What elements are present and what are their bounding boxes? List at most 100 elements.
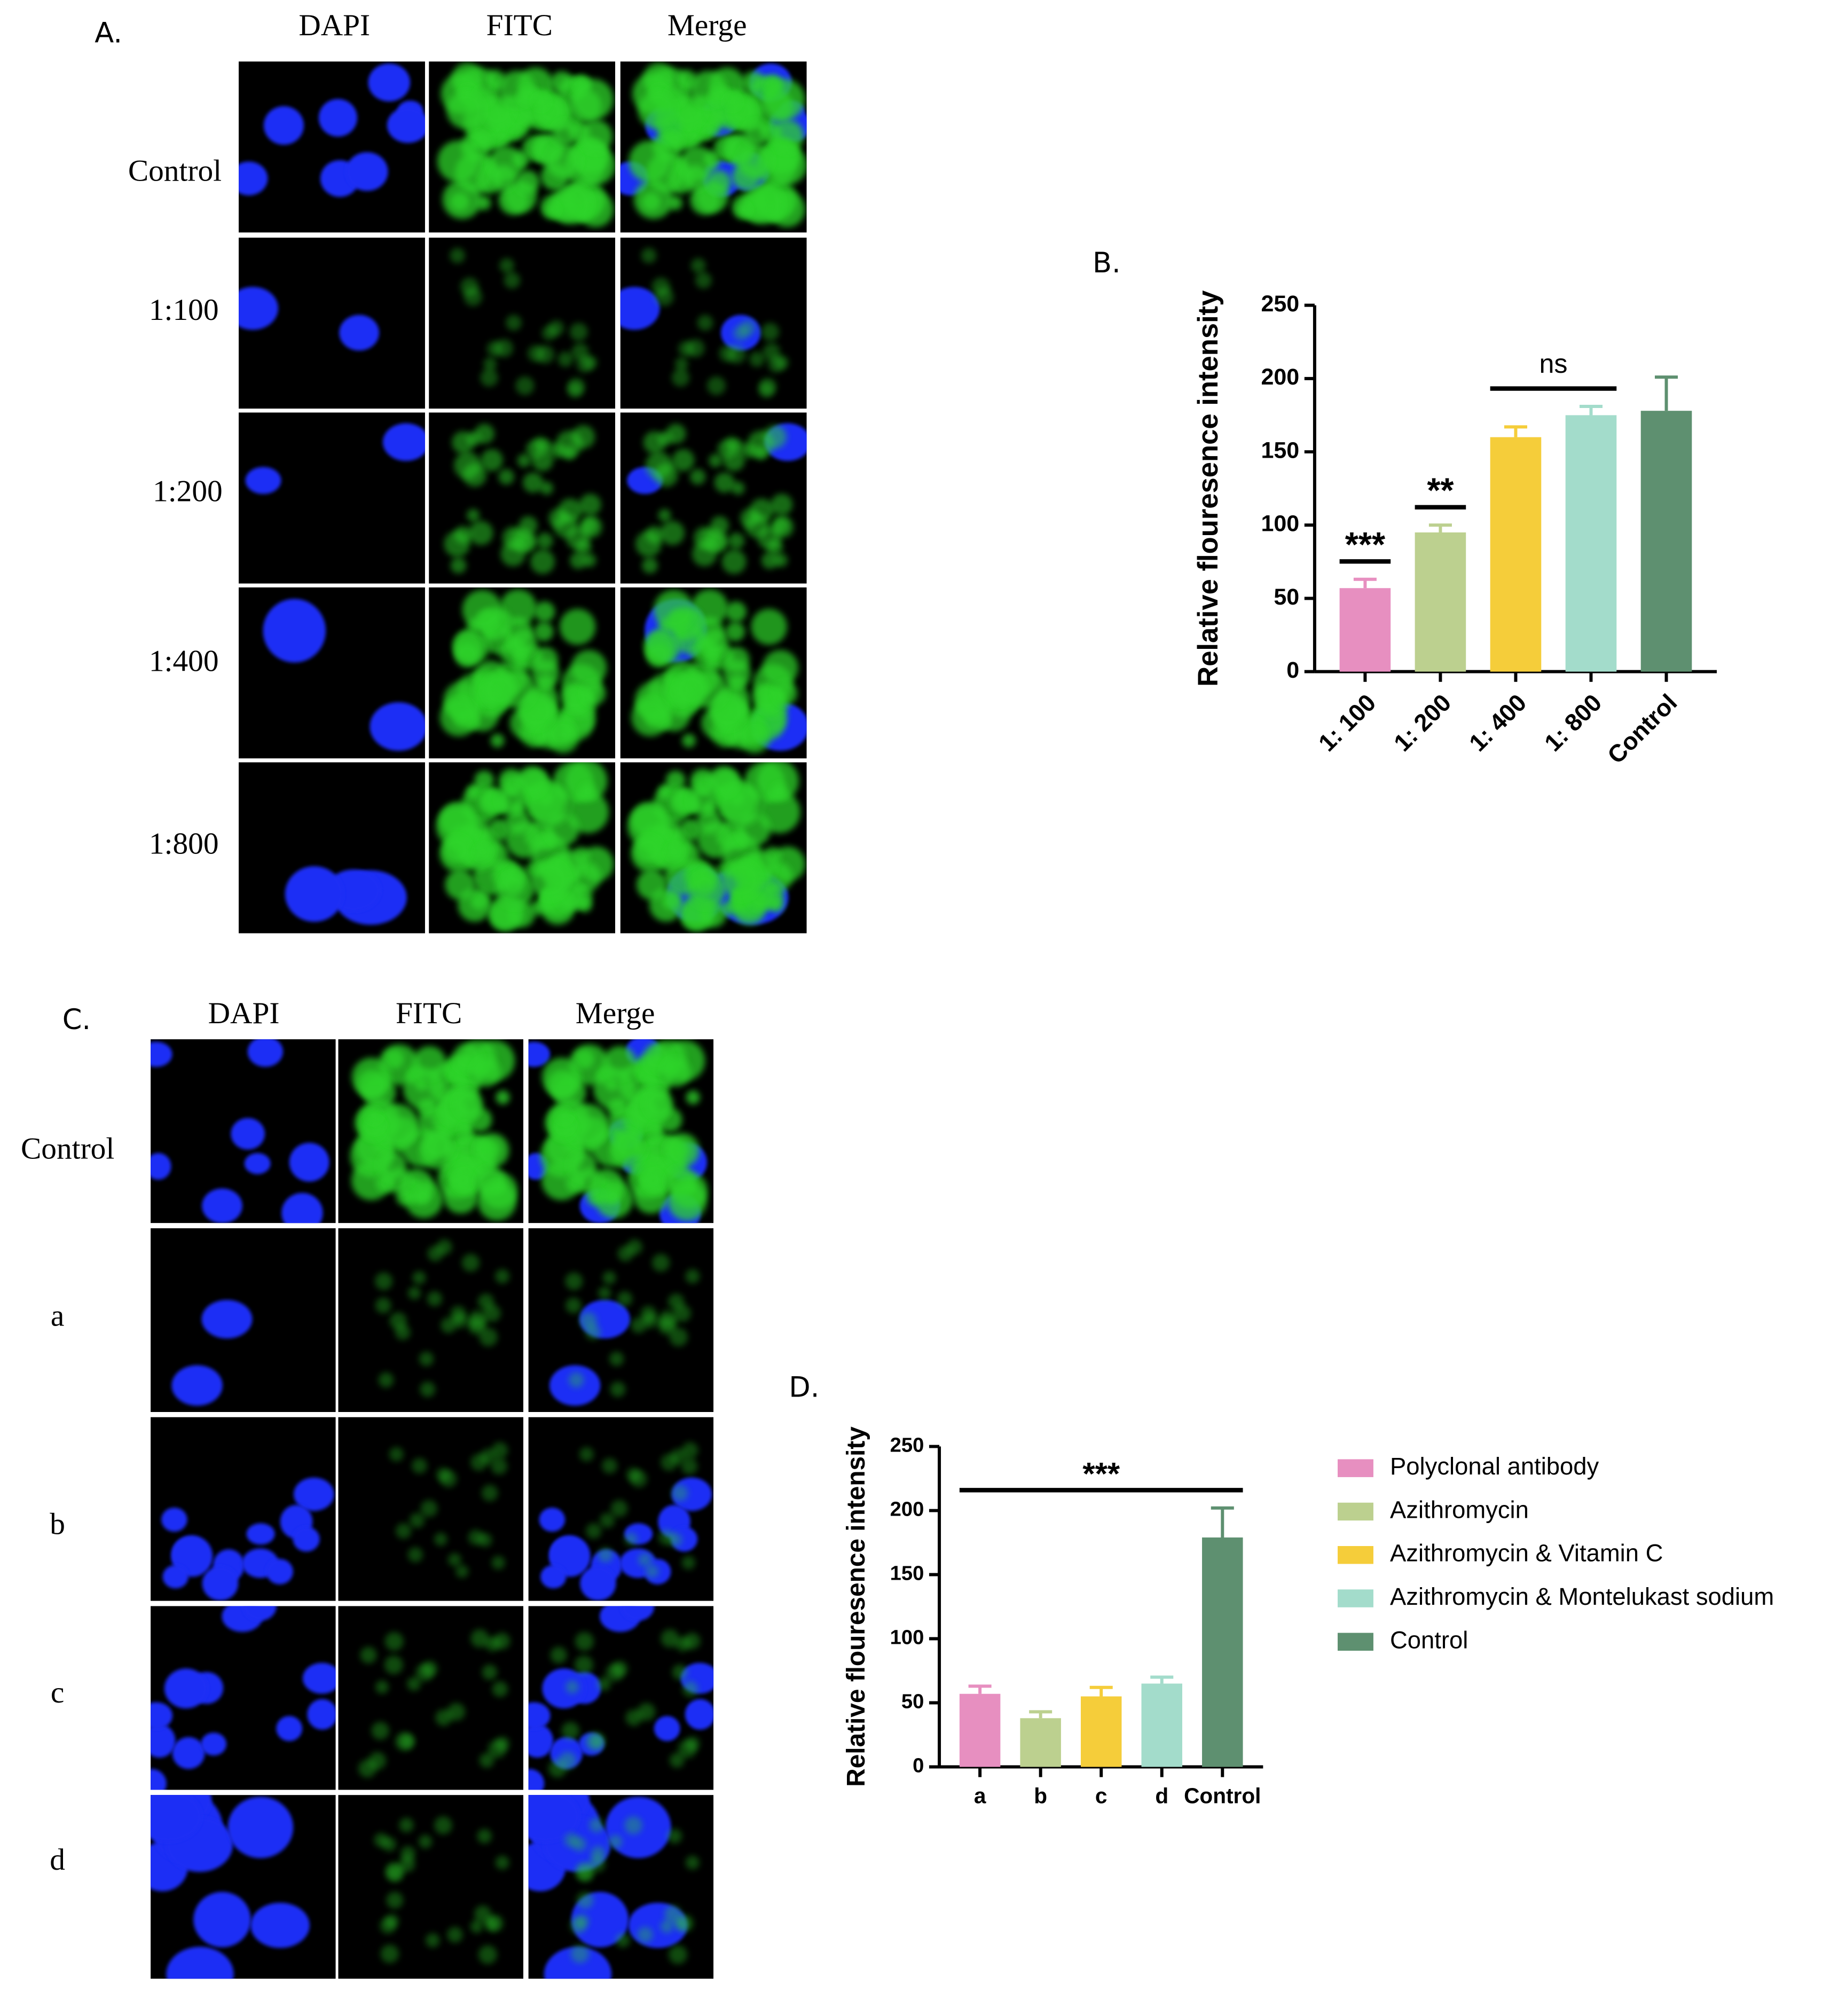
fitc-signal — [413, 1046, 446, 1079]
fitc-signal — [725, 94, 740, 110]
fitc-signal — [380, 1944, 399, 1963]
fitc-signal — [461, 1253, 480, 1272]
panel-label: C. — [62, 1003, 91, 1036]
fitc-signal — [443, 836, 472, 864]
fitc-signal — [638, 1703, 656, 1721]
fitc-signal — [645, 452, 673, 480]
significance-label: *** — [1082, 1456, 1120, 1492]
fitc-signal — [415, 1664, 434, 1682]
fitc-signal — [357, 1069, 388, 1100]
fitc-signal — [681, 1442, 698, 1459]
fitc-signal — [523, 472, 544, 493]
fitc-signal — [661, 1057, 691, 1087]
column-header: FITC — [396, 997, 462, 1030]
fitc-signal — [681, 1458, 698, 1475]
micrograph — [238, 587, 425, 759]
fitc-signal — [674, 673, 708, 707]
significance-label: ns — [1539, 349, 1567, 379]
x-tick-label: d — [1155, 1784, 1168, 1808]
fitc-signal — [669, 1945, 687, 1964]
micrograph — [429, 762, 616, 934]
fitc-signal — [604, 1187, 622, 1205]
fitc-signal — [723, 660, 751, 688]
fitc-signal — [565, 1680, 579, 1694]
fitc-signal — [561, 683, 590, 712]
fitc-signal — [419, 1351, 434, 1367]
nucleus — [528, 1769, 545, 1790]
nucleus — [289, 1142, 329, 1182]
column-header: DAPI — [299, 9, 370, 42]
nucleus — [540, 1565, 567, 1589]
significance-label: *** — [1345, 525, 1386, 564]
fitc-signal — [478, 1533, 492, 1547]
fitc-signal — [480, 368, 498, 387]
fitc-signal — [671, 1485, 688, 1502]
nucleus — [151, 1041, 172, 1067]
micrograph — [151, 1417, 336, 1601]
error-bar — [1150, 1675, 1174, 1684]
error-bar — [1211, 1506, 1234, 1538]
fitc-signal — [552, 120, 578, 146]
fitc-signal — [667, 1181, 707, 1221]
fitc-signal — [660, 1920, 673, 1933]
fitc-signal — [378, 1151, 407, 1180]
fitc-signal — [658, 784, 673, 799]
fitc-signal — [446, 91, 484, 129]
fitc-signal — [637, 869, 667, 900]
fitc-signal — [658, 1316, 677, 1335]
nucleus — [193, 1892, 251, 1948]
nucleus — [151, 1153, 171, 1180]
fitc-signal — [374, 1833, 389, 1847]
micrograph — [151, 1039, 336, 1223]
fitc-signal — [515, 170, 540, 194]
fitc-signal — [627, 805, 670, 848]
fitc-signal — [551, 183, 592, 224]
fitc-signal — [737, 143, 773, 178]
row-label: 1:100 — [149, 293, 219, 327]
nucleus — [281, 1193, 323, 1223]
fitc-signal — [612, 1129, 642, 1159]
fitc-signal — [492, 1681, 508, 1697]
fitc-signal — [646, 525, 664, 544]
fitc-signal — [378, 1372, 394, 1388]
fitc-signal — [580, 783, 596, 799]
fitc-signal — [574, 1656, 593, 1675]
micrograph — [151, 1228, 336, 1413]
fitc-signal — [556, 1108, 571, 1123]
fitc-signal — [534, 622, 554, 641]
nucleus — [539, 1508, 565, 1532]
fitc-signal — [576, 356, 593, 373]
fitc-signal — [610, 1382, 626, 1398]
row-label: d — [50, 1843, 65, 1877]
fitc-signal — [479, 1328, 498, 1347]
fitc-signal — [499, 258, 515, 273]
fitc-signal — [551, 71, 573, 93]
fitc-signal — [714, 472, 735, 493]
nucleus — [345, 152, 388, 191]
fitc-signal — [710, 516, 729, 535]
fitc-signal — [689, 468, 706, 485]
panel-label: A. — [95, 17, 122, 50]
nucleus — [263, 599, 326, 663]
fitc-signal — [669, 1753, 685, 1768]
legend-label: Azithromycin & Montelukast sodium — [1390, 1583, 1774, 1610]
y-axis-label: Relative flouresence intensity — [842, 1426, 870, 1787]
fitc-signal — [665, 130, 684, 149]
fitc-signal — [467, 1316, 486, 1335]
fitc-signal — [547, 1069, 578, 1100]
fitc-signal — [665, 770, 686, 790]
fitc-signal — [454, 452, 482, 480]
fitc-signal — [454, 525, 472, 544]
bar — [1080, 1696, 1122, 1767]
fitc-signal — [673, 1304, 692, 1322]
fitc-signal — [360, 1646, 377, 1664]
micrograph — [238, 237, 425, 409]
fitc-signal — [772, 516, 794, 538]
y-tick-label: 250 — [1261, 291, 1299, 317]
fitc-signal — [567, 382, 583, 398]
nucleus — [542, 1668, 586, 1709]
x-tick-label: c — [1095, 1784, 1107, 1808]
fitc-signal — [637, 1927, 653, 1943]
error-bar — [1089, 1685, 1113, 1697]
micrograph — [429, 237, 616, 409]
